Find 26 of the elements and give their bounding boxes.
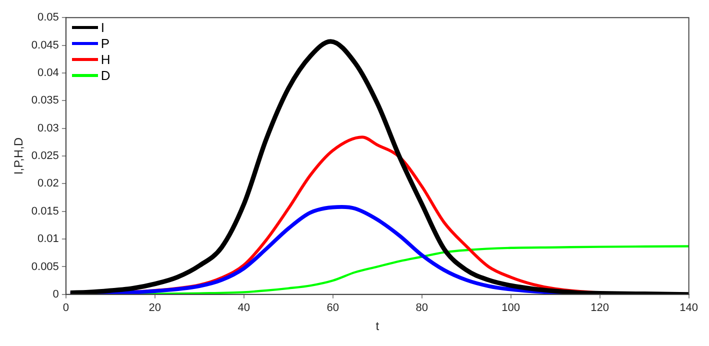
x-tick-label: 120 — [590, 302, 610, 314]
legend-label: D — [100, 68, 110, 84]
y-tick-label: 0.015 — [31, 205, 59, 218]
y-tick-label: 0.01 — [38, 233, 59, 246]
legend-label: P — [100, 36, 110, 52]
legend-label: H — [100, 52, 110, 68]
x-tick-label: 40 — [238, 302, 250, 314]
x-tick-label: 140 — [680, 302, 698, 314]
y-tick-label: 0.02 — [38, 178, 59, 190]
y-tick-label: 0 — [52, 288, 59, 300]
x-tick-label: 0 — [62, 302, 69, 314]
y-tick-label: 0.025 — [31, 150, 59, 162]
y-tick-label: 0.05 — [38, 12, 59, 24]
line-series — [68, 39, 689, 294]
y-tick-label: 0.035 — [31, 94, 59, 107]
x-tick-label: 80 — [416, 302, 428, 314]
y-tick-label: 0.04 — [38, 66, 59, 79]
legend-label: I — [100, 20, 105, 36]
y-tick-label: 0.03 — [38, 122, 59, 134]
x-tick-label: 20 — [148, 302, 162, 314]
x-tick-label: 60 — [326, 302, 340, 314]
y-axis-title: I,P,H,D — [12, 137, 26, 175]
x-tick-label: 100 — [502, 302, 520, 314]
y-tick-label: 0.045 — [31, 39, 59, 52]
x-axis-title: t — [376, 319, 380, 334]
y-tick-label: 0.005 — [31, 260, 59, 273]
